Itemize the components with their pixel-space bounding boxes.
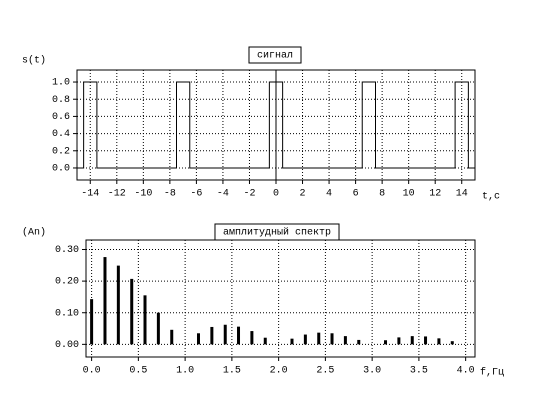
x-tick-label: 2.5 bbox=[316, 366, 334, 377]
spectrum-bar bbox=[317, 332, 321, 345]
x-tick-label: 0.0 bbox=[83, 366, 101, 377]
spectrum-bar bbox=[237, 326, 241, 345]
y-tick-label: 0.2 bbox=[52, 146, 70, 157]
spectrum-bar bbox=[397, 337, 401, 345]
x-tick-label: -2 bbox=[243, 189, 255, 200]
x-tick-label: -12 bbox=[108, 189, 126, 200]
spectrum-bar bbox=[303, 334, 307, 345]
spectrum-bar bbox=[170, 329, 174, 345]
chart-title: сигнал bbox=[257, 51, 293, 62]
y-tick-label: 0.6 bbox=[52, 112, 70, 123]
x-tick-label: 1.5 bbox=[223, 366, 241, 377]
spectrum-bar bbox=[223, 324, 227, 345]
y-tick-label: 0.8 bbox=[52, 95, 70, 106]
spectrum-bar bbox=[263, 337, 267, 345]
spectrum-bar bbox=[437, 338, 441, 345]
spectrum-bar bbox=[90, 299, 94, 345]
x-tick-label: 4.0 bbox=[457, 366, 475, 377]
x-tick-label: 0 bbox=[273, 189, 279, 200]
spectrum-bar bbox=[357, 339, 361, 345]
x-tick-label: 12 bbox=[429, 189, 441, 200]
spectrum-bar bbox=[424, 336, 428, 345]
x-tick-label: -10 bbox=[134, 189, 152, 200]
y-axis-label: (An) bbox=[22, 227, 46, 239]
spectrum-bar bbox=[143, 295, 147, 345]
spectrum-bar bbox=[156, 312, 160, 345]
spectrum-bar bbox=[410, 336, 414, 345]
title-box bbox=[214, 223, 340, 241]
x-tick-label: 2 bbox=[300, 189, 306, 200]
x-tick-label: 1.0 bbox=[176, 366, 194, 377]
signal-line bbox=[77, 81, 475, 169]
y-tick-label: 0.4 bbox=[52, 129, 70, 140]
x-axis-label: t,c bbox=[482, 192, 500, 203]
spectrum-bar bbox=[196, 333, 200, 345]
y-tick-label: 0.10 bbox=[55, 308, 79, 319]
x-tick-label: 0.5 bbox=[129, 366, 147, 377]
spectrum-bar bbox=[103, 257, 107, 345]
y-tick-label: 0.00 bbox=[55, 340, 79, 351]
x-tick-label: -4 bbox=[217, 189, 229, 200]
spectrum-bar bbox=[330, 333, 334, 345]
y-tick-label: 0.0 bbox=[52, 164, 70, 175]
x-tick-label: -14 bbox=[81, 189, 99, 200]
spectrum-bar bbox=[384, 340, 388, 345]
spectrum-bar bbox=[250, 331, 254, 345]
spectrum-bar bbox=[290, 338, 294, 345]
title-box bbox=[248, 46, 302, 64]
x-tick-label: 10 bbox=[403, 189, 415, 200]
x-tick-label: -8 bbox=[164, 189, 176, 200]
x-tick-label: 3.5 bbox=[410, 366, 428, 377]
y-tick-label: 1.0 bbox=[52, 78, 70, 89]
spectrum-bar bbox=[210, 326, 214, 345]
y-axis-label: s(t) bbox=[22, 55, 46, 67]
spectrum-bar bbox=[116, 265, 120, 345]
x-tick-label: 3.0 bbox=[363, 366, 381, 377]
spectrum-bar bbox=[450, 341, 454, 345]
y-tick-label: 0.30 bbox=[55, 245, 79, 256]
spectrum-bar bbox=[343, 336, 347, 345]
spectrum-bar bbox=[130, 278, 134, 345]
x-tick-label: 6 bbox=[353, 189, 359, 200]
plot-frame bbox=[76, 69, 476, 181]
x-tick-label: 4 bbox=[326, 189, 332, 200]
chart-title: амплитудный спектр bbox=[223, 227, 331, 239]
x-tick-label: 8 bbox=[379, 189, 385, 200]
x-axis-label: f,Гц bbox=[480, 367, 504, 379]
x-tick-label: -6 bbox=[190, 189, 202, 200]
x-tick-label: 14 bbox=[456, 189, 468, 200]
x-tick-label: 2.0 bbox=[270, 366, 288, 377]
y-tick-label: 0.20 bbox=[55, 277, 79, 288]
